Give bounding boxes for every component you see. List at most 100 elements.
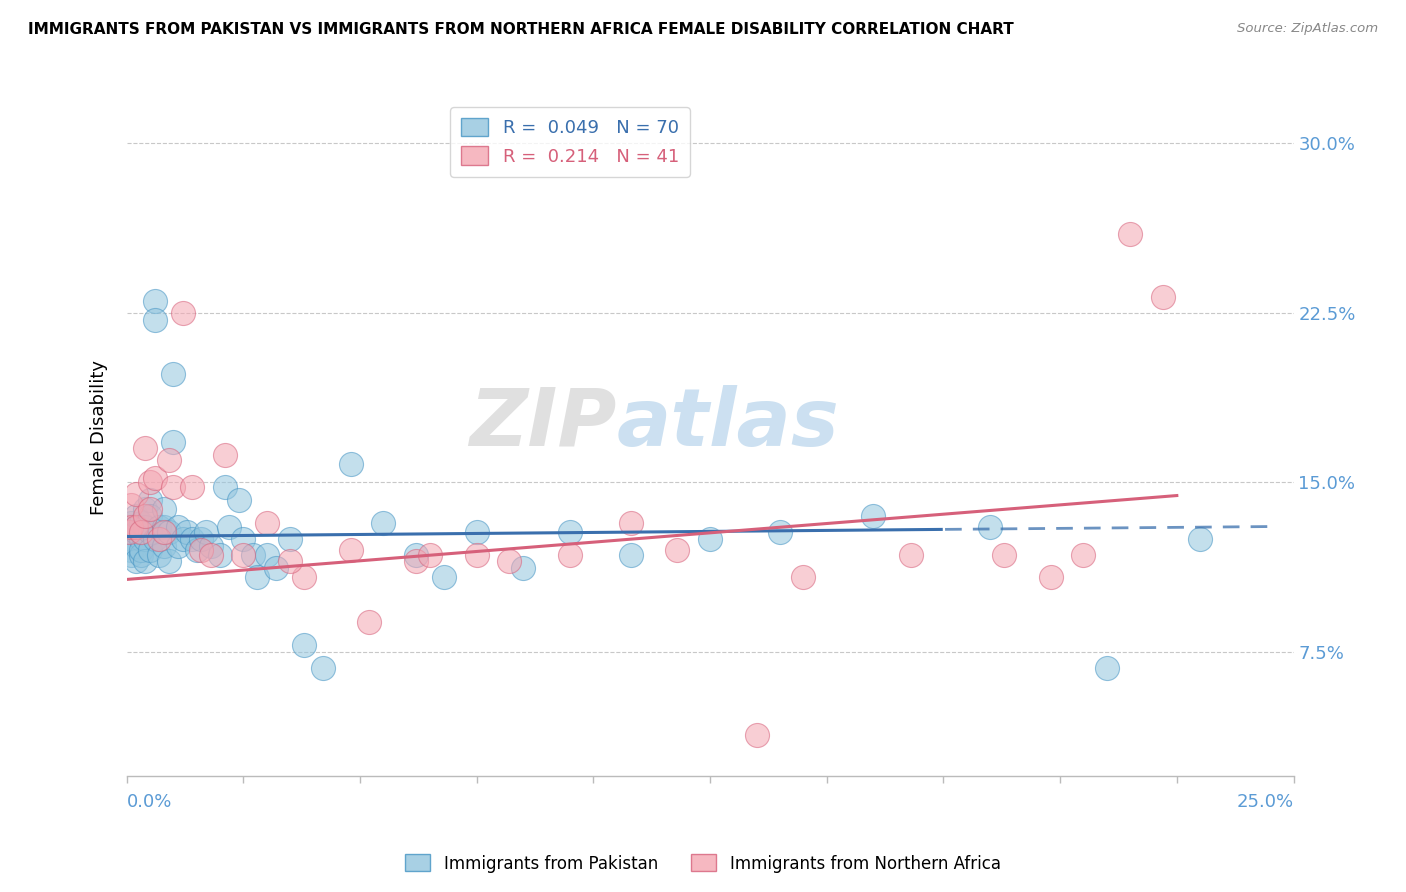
Point	[120, 548, 142, 562]
Point	[120, 520, 142, 534]
Point	[120, 532, 142, 546]
Point	[339, 457, 361, 471]
Point	[200, 548, 222, 562]
Text: IMMIGRANTS FROM PAKISTAN VS IMMIGRANTS FROM NORTHERN AFRICA FEMALE DISABILITY CO: IMMIGRANTS FROM PAKISTAN VS IMMIGRANTS F…	[28, 22, 1014, 37]
Point	[699, 532, 721, 546]
Point	[558, 524, 581, 539]
Point	[862, 509, 884, 524]
Point	[232, 548, 254, 562]
Point	[125, 539, 148, 553]
Point	[157, 554, 180, 568]
Point	[373, 516, 395, 530]
Point	[246, 570, 269, 584]
Point	[208, 548, 231, 562]
Point	[1189, 532, 1212, 546]
Legend: R =  0.049   N = 70, R =  0.214   N = 41: R = 0.049 N = 70, R = 0.214 N = 41	[450, 107, 690, 177]
Text: 25.0%: 25.0%	[1236, 793, 1294, 811]
Point	[194, 524, 217, 539]
Point	[148, 548, 170, 562]
Text: 0.0%: 0.0%	[127, 793, 172, 811]
Point	[180, 532, 202, 546]
Point	[278, 532, 301, 546]
Point	[129, 524, 152, 539]
Point	[125, 520, 148, 534]
Point	[433, 570, 456, 584]
Point	[256, 516, 278, 530]
Point	[292, 570, 315, 584]
Point	[118, 524, 141, 539]
Point	[620, 516, 643, 530]
Point	[139, 509, 162, 524]
Point	[190, 532, 212, 546]
Point	[129, 543, 152, 558]
Point	[134, 442, 156, 456]
Point	[214, 448, 236, 462]
Point	[292, 638, 315, 652]
Point	[405, 548, 427, 562]
Point	[153, 520, 176, 534]
Point	[125, 554, 148, 568]
Y-axis label: Female Disability: Female Disability	[90, 359, 108, 515]
Point	[993, 548, 1015, 562]
Point	[311, 660, 333, 674]
Point	[792, 570, 814, 584]
Point	[218, 520, 240, 534]
Point	[134, 520, 156, 534]
Point	[1073, 548, 1095, 562]
Point	[125, 520, 148, 534]
Point	[129, 548, 152, 562]
Point	[134, 502, 156, 516]
Point	[139, 475, 162, 490]
Point	[139, 543, 162, 558]
Point	[419, 548, 441, 562]
Point	[200, 539, 222, 553]
Point	[143, 312, 166, 326]
Point	[769, 524, 792, 539]
Text: ZIP: ZIP	[470, 384, 617, 463]
Point	[125, 524, 148, 539]
Point	[558, 548, 581, 562]
Point	[162, 434, 184, 449]
Point	[172, 532, 194, 546]
Point	[242, 548, 264, 562]
Point	[125, 486, 148, 500]
Point	[148, 520, 170, 534]
Point	[134, 509, 156, 524]
Point	[139, 493, 162, 508]
Point	[143, 471, 166, 485]
Legend: Immigrants from Pakistan, Immigrants from Northern Africa: Immigrants from Pakistan, Immigrants fro…	[399, 847, 1007, 880]
Point	[129, 524, 152, 539]
Point	[129, 532, 152, 546]
Point	[153, 502, 176, 516]
Point	[134, 554, 156, 568]
Point	[745, 728, 768, 742]
Point	[405, 554, 427, 568]
Point	[139, 524, 162, 539]
Point	[157, 524, 180, 539]
Point	[186, 543, 208, 558]
Point	[359, 615, 381, 630]
Point	[256, 548, 278, 562]
Text: Source: ZipAtlas.com: Source: ZipAtlas.com	[1237, 22, 1378, 36]
Point	[666, 543, 689, 558]
Point	[979, 520, 1001, 534]
Point	[465, 524, 488, 539]
Point	[278, 554, 301, 568]
Text: atlas: atlas	[617, 384, 839, 463]
Point	[120, 516, 142, 530]
Point	[1039, 570, 1062, 584]
Point	[512, 561, 534, 575]
Point	[214, 480, 236, 494]
Point	[118, 524, 141, 539]
Point	[134, 532, 156, 546]
Point	[900, 548, 922, 562]
Point	[162, 480, 184, 494]
Point	[228, 493, 250, 508]
Point	[148, 532, 170, 546]
Point	[232, 532, 254, 546]
Point	[172, 306, 194, 320]
Point	[1095, 660, 1118, 674]
Point	[1119, 227, 1142, 241]
Point	[129, 516, 152, 530]
Point	[143, 532, 166, 546]
